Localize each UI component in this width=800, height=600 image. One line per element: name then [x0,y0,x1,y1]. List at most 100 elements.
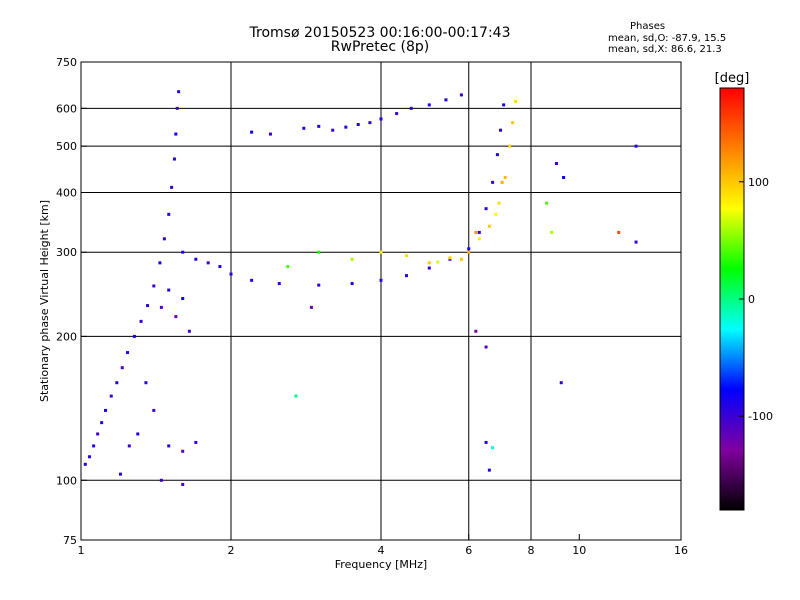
data-point [499,128,503,132]
data-point [115,381,119,385]
data-point [109,394,113,398]
data-point [331,128,335,132]
data-point [409,106,413,110]
stats-title: Phases [630,21,666,32]
data-point [126,351,130,355]
data-point [194,440,198,444]
y-tick-label: 400 [56,186,77,199]
data-point [487,468,491,472]
data-point [379,278,383,282]
data-point [503,175,507,179]
data-point [167,212,171,216]
data-point [268,132,272,136]
stats-o-mode: mean, sd,O: -87.9, 15.5 [608,33,727,44]
data-point [477,230,481,234]
chart-title: Tromsø 20150523 00:16:00-00:17:43 [249,25,511,41]
data-point [250,278,254,282]
data-point [317,283,321,287]
data-point [484,207,488,211]
chart-subtitle: RwPretec (8p) [330,39,430,55]
data-point [181,449,185,453]
y-tick-label: 750 [56,56,77,69]
data-point [436,260,440,264]
data-point [554,161,558,165]
data-point [474,230,478,234]
x-tick-label: 16 [674,544,688,557]
data-point [92,444,96,448]
data-point [545,201,549,205]
data-point [444,98,448,102]
y-tick-label: 75 [63,534,77,547]
data-point [152,408,156,412]
data-point [174,132,178,136]
data-point [181,482,185,486]
data-point [83,462,87,466]
stats-x-mode: mean, sd,X: 86.6, 21.3 [608,44,722,55]
x-tick-label: 10 [572,544,586,557]
colorbar-tick-label: 100 [748,176,769,189]
data-point [152,284,156,288]
data-point [187,329,191,333]
y-tick-label: 200 [56,330,77,343]
data-point [277,282,281,286]
data-point [139,319,143,323]
data-point [146,304,150,308]
data-point [634,144,638,148]
data-point [634,240,638,244]
data-point [467,250,471,254]
x-axis-label: Frequency [MHz] [335,558,427,571]
data-point [494,212,498,216]
data-point [127,444,131,448]
data-point [350,282,354,286]
data-point [286,265,290,269]
colorbar-ticks: 100 0 -100 [739,176,773,423]
x-tick-label: 6 [465,544,472,557]
y-tick-label: 500 [56,140,77,153]
data-point [162,237,166,241]
data-point [427,103,431,107]
data-point [177,90,181,94]
colorbar-tick-label: 0 [748,293,755,306]
data-point [477,237,481,241]
x-tick-label: 4 [378,544,385,557]
data-point [158,261,162,265]
data-point [87,455,91,459]
data-point [175,106,179,110]
data-point [487,224,491,228]
colorbar-label: [deg] [715,71,750,86]
data-point [459,93,463,97]
data-point [500,180,504,184]
y-tick-label: 600 [56,102,77,115]
data-point [459,257,463,261]
data-point [167,288,171,292]
data-point [96,432,100,436]
colorbar: [deg] 100 0 -100 [715,71,773,511]
data-point [368,121,372,125]
y-axis-label: Stationary phase Virtual Height [km] [38,200,51,402]
data-point [379,117,383,121]
data-point [427,261,431,265]
data-points-layer [83,90,638,486]
data-point [174,315,178,319]
data-point [218,265,222,269]
data-point [404,254,408,258]
data-point [495,153,499,157]
data-point [181,250,185,254]
data-point [317,124,321,128]
data-point [559,381,563,385]
data-point [159,478,163,482]
data-point [562,175,566,179]
data-point [484,440,488,444]
grid-layer [81,62,681,540]
y-tick-label: 100 [56,474,77,487]
data-point [491,180,495,184]
data-point [206,261,210,265]
y-tick-label: 300 [56,246,77,259]
data-point [144,381,148,385]
data-point [491,446,495,450]
data-point [404,274,408,278]
data-point [497,201,501,205]
data-point [448,256,452,260]
data-point [395,112,399,116]
